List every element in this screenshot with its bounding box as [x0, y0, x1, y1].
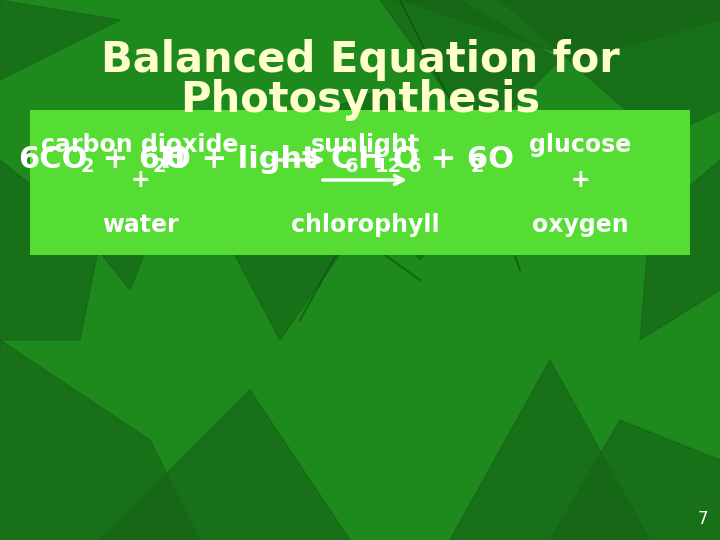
Polygon shape — [550, 420, 720, 540]
Text: oxygen: oxygen — [531, 213, 629, 237]
Text: + 6H: + 6H — [92, 145, 186, 174]
Polygon shape — [200, 160, 350, 340]
Polygon shape — [100, 390, 350, 540]
Text: chlorophyll: chlorophyll — [291, 213, 439, 237]
FancyBboxPatch shape — [30, 110, 690, 255]
Text: +: + — [130, 168, 150, 192]
Polygon shape — [300, 90, 500, 260]
Text: 6: 6 — [408, 158, 422, 177]
Text: water: water — [102, 213, 179, 237]
Text: glucose: glucose — [529, 133, 631, 157]
Polygon shape — [50, 120, 170, 290]
Text: 2: 2 — [80, 158, 94, 177]
Text: 2: 2 — [471, 158, 485, 177]
Text: +: + — [570, 168, 590, 192]
Polygon shape — [0, 0, 120, 80]
Text: O + light: O + light — [165, 145, 317, 174]
Text: sunlight: sunlight — [310, 133, 420, 157]
Polygon shape — [380, 0, 560, 140]
Polygon shape — [450, 360, 650, 540]
Polygon shape — [640, 160, 720, 340]
Text: + 6O: + 6O — [420, 145, 514, 174]
Text: H: H — [357, 145, 382, 174]
Text: Balanced Equation for: Balanced Equation for — [101, 39, 619, 81]
Text: O: O — [393, 145, 419, 174]
Text: 12: 12 — [375, 158, 402, 177]
Polygon shape — [0, 340, 200, 540]
Text: 6: 6 — [345, 158, 359, 177]
Polygon shape — [400, 0, 720, 60]
Text: Photosynthesis: Photosynthesis — [180, 79, 540, 121]
Text: carbon dioxide: carbon dioxide — [41, 133, 239, 157]
Text: C: C — [330, 145, 352, 174]
Polygon shape — [500, 0, 720, 140]
Text: 7: 7 — [698, 510, 708, 528]
Polygon shape — [0, 160, 100, 340]
Text: 6CO: 6CO — [18, 145, 88, 174]
Text: 2: 2 — [153, 158, 166, 177]
